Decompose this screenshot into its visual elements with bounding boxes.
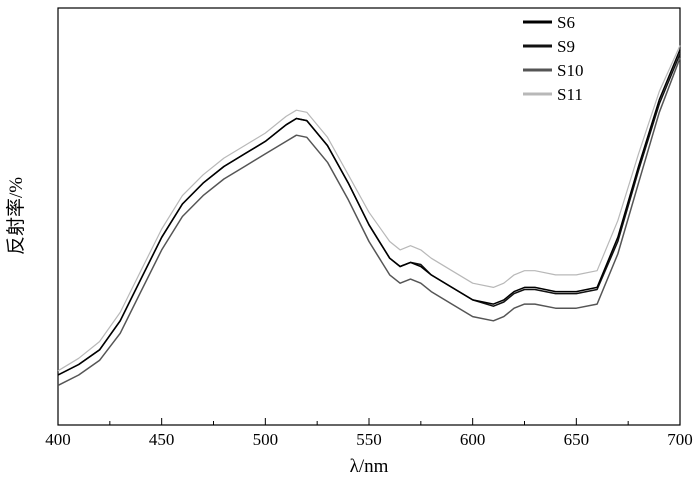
x-tick-label: 450 [149, 430, 175, 449]
series-line-s11 [57, 45, 681, 372]
x-tick-label: 400 [45, 430, 71, 449]
legend-label-s9: S9 [557, 37, 575, 56]
x-tick-label: 600 [460, 430, 486, 449]
x-axis-title: λ/nm [350, 456, 389, 477]
series-line-s9 [57, 53, 681, 376]
legend-label-s11: S11 [557, 85, 583, 104]
legend: S6 S9 S10 S11 [523, 13, 583, 104]
series-line-s10 [57, 57, 681, 387]
y-axis-title: 反射率/% [5, 177, 27, 255]
plot-frame [57, 7, 681, 426]
legend-label-s6: S6 [557, 13, 575, 32]
series-lines [57, 45, 681, 387]
x-tick-label: 650 [564, 430, 590, 449]
x-axis-ticks [57, 418, 681, 425]
x-tick-label: 550 [356, 430, 382, 449]
x-tick-label: 700 [667, 430, 693, 449]
x-axis-tick-labels: 400 450 500 550 600 650 700 [45, 430, 693, 449]
series-line-s6 [57, 49, 681, 376]
x-tick-label: 500 [253, 430, 279, 449]
legend-label-s10: S10 [557, 61, 583, 80]
